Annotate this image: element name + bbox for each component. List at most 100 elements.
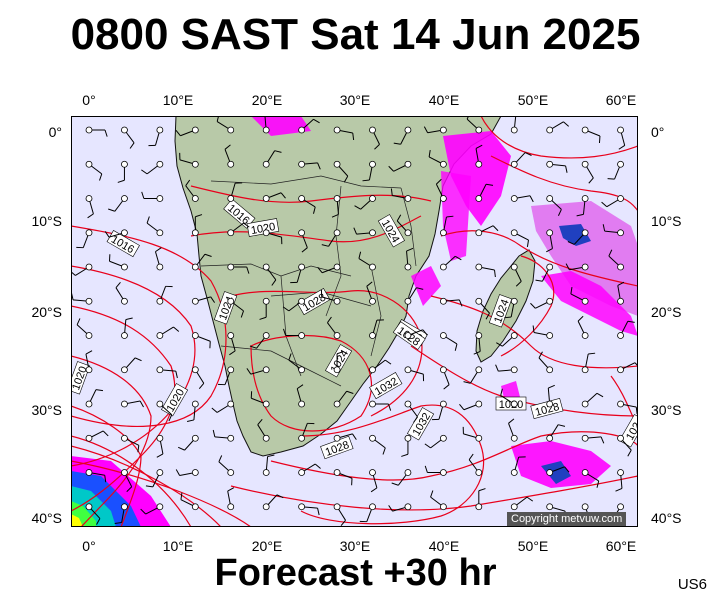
wind-barb-icon	[601, 195, 624, 208]
wind-barb-icon	[121, 469, 133, 493]
wind-barb-icon	[178, 434, 199, 451]
wind-barb-icon	[227, 222, 250, 237]
wind-barb-icon	[191, 332, 211, 349]
wind-barb-icon	[530, 297, 554, 309]
wind-barb-icon	[510, 263, 522, 287]
lat-label: 40°S	[651, 510, 682, 526]
wind-barb-icon	[333, 351, 344, 374]
wind-barb-icon	[428, 149, 447, 168]
wind-barb-icon	[431, 400, 447, 421]
wind-barb-icon	[298, 422, 315, 442]
wind-barb-icon	[581, 160, 594, 184]
wind-barb-icon	[145, 469, 164, 488]
wind-barb-icon	[121, 434, 140, 453]
wind-barb-icon	[156, 285, 173, 305]
wind-barb-icon	[298, 463, 321, 476]
wind-barb-icon	[191, 253, 212, 271]
wind-barb-icon	[175, 126, 199, 137]
wind-barb-icon	[250, 391, 270, 408]
wind-barb-icon	[227, 297, 245, 318]
wind-barb-icon	[327, 316, 341, 339]
wind-barb-icon	[76, 229, 93, 249]
lat-label: 0°	[48, 124, 62, 140]
wind-barb-icon	[475, 297, 490, 320]
wind-barb-icon	[156, 434, 164, 458]
wind-barb-icon	[570, 286, 589, 305]
wind-barb-icon	[180, 492, 199, 511]
wind-barb-icon	[546, 424, 566, 442]
wind-barb-icon	[288, 353, 306, 374]
wind-barb-icon	[369, 434, 386, 455]
wind-barb-icon	[358, 251, 376, 271]
lat-label: 40°S	[31, 510, 62, 526]
wind-barb-icon	[404, 329, 428, 339]
lon-label: 60°E	[605, 538, 637, 554]
wind-barb-icon	[396, 214, 412, 237]
wind-barb-icon	[71, 292, 93, 305]
wind-barb-icon	[504, 297, 518, 319]
wind-barb-icon	[546, 229, 554, 253]
wind-barb-icon	[333, 503, 346, 527]
map-title: 0800 SAST Sat 14 Jun 2025	[70, 10, 641, 59]
wind-barb-icon	[546, 160, 568, 173]
wind-barb-icon	[85, 160, 103, 181]
wind-barb-icon	[617, 362, 638, 374]
wind-barb-icon	[546, 195, 562, 216]
weather-map: 1016 1020 1016 1024 1028 1024 1024 1028 …	[71, 116, 638, 527]
wind-barb-icon	[246, 366, 270, 375]
wind-barb-icon	[321, 229, 341, 247]
wind-barb-icon	[262, 229, 283, 245]
wind-barb-icon	[468, 453, 483, 476]
wind-barb-icon	[85, 430, 109, 442]
wind-barb-icon	[104, 229, 128, 238]
wind-barb-icon	[227, 263, 250, 274]
lon-label: 0°	[82, 538, 96, 554]
lat-label: 20°S	[651, 304, 682, 320]
wind-barb-icon	[423, 126, 447, 134]
wind-barb-icon	[435, 178, 447, 202]
wind-barb-icon	[607, 160, 624, 180]
wind-barb-icon	[298, 229, 308, 253]
wind-barb-icon	[212, 429, 235, 442]
wind-barb-icon	[216, 116, 235, 134]
wind-barb-icon	[532, 325, 554, 339]
wind-barb-icon	[466, 116, 483, 134]
wind-barb-icon	[404, 247, 414, 271]
wind-barb-icon	[475, 488, 486, 511]
wind-barb-icon	[191, 214, 203, 237]
wind-barb-icon	[249, 332, 270, 349]
wind-barb-icon	[617, 400, 638, 415]
wind-barb-icon	[298, 118, 320, 134]
wind-barb-icon	[71, 263, 93, 276]
wind-barb-icon	[76, 318, 93, 339]
wind-barb-icon	[577, 315, 589, 339]
wind-barb-icon	[404, 400, 418, 423]
lat-label: 30°S	[651, 402, 682, 418]
wind-barb-icon	[546, 466, 570, 476]
wind-barb-icon	[565, 263, 589, 271]
wind-barb-icon	[538, 351, 554, 374]
wind-barb-icon	[369, 400, 392, 411]
wind-barb-icon	[353, 227, 376, 237]
lon-label: 30°E	[339, 538, 371, 554]
wind-barb-icon	[459, 400, 483, 411]
wind-barb-icon	[333, 390, 354, 408]
wind-barb-icon	[404, 366, 425, 382]
wind-barb-icon	[121, 317, 133, 339]
wind-barb-icon	[211, 400, 235, 413]
wind-barb-icon	[439, 366, 450, 390]
wind-barb-icon	[581, 469, 600, 488]
wind-barb-icon	[224, 144, 235, 168]
wind-barb-icon	[475, 144, 483, 168]
wind-barb-icon	[227, 487, 235, 511]
wind-barb-icon	[439, 255, 462, 271]
wind-barb-icon	[496, 332, 518, 347]
wind-barb-icon	[581, 392, 604, 408]
wind-barb-icon	[546, 121, 570, 134]
wind-barb-icon	[175, 469, 199, 477]
wind-barb-icon	[393, 126, 412, 145]
wind-barb-icon	[388, 503, 412, 512]
wind-barb-icon	[615, 469, 624, 492]
wind-barb-icon	[146, 216, 164, 237]
copyright-label: Copyright metvuw.com	[507, 512, 627, 526]
